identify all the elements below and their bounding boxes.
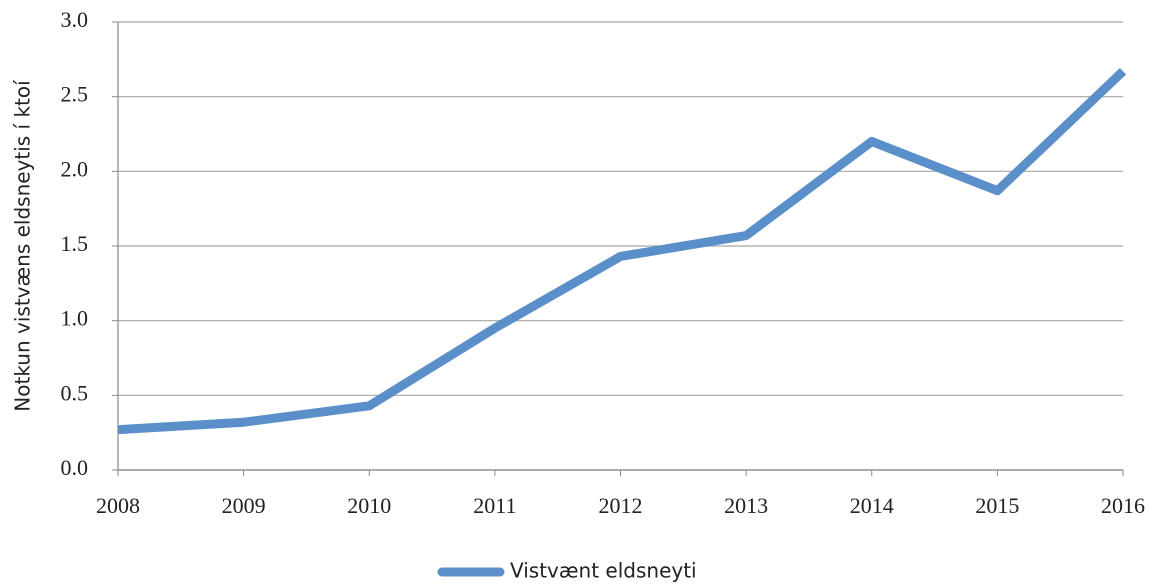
x-tick-label: 2012: [599, 493, 643, 518]
x-tick-label: 2009: [222, 493, 266, 518]
x-tick-label: 2011: [473, 493, 516, 518]
y-tick-label: 0.0: [61, 455, 89, 480]
y-axis-label: Notkun vistvæns eldsneytis í ktoí: [11, 79, 35, 412]
y-tick-label: 1.0: [61, 306, 89, 331]
x-tick-label: 2010: [347, 493, 391, 518]
x-tick-label: 2014: [850, 493, 894, 518]
data-line: [117, 68, 1127, 435]
x-tick-label: 2008: [96, 493, 140, 518]
y-tick-label: 1.5: [61, 231, 89, 256]
x-tick-label: 2016: [1101, 493, 1145, 518]
x-tick-label: 2013: [724, 493, 768, 518]
legend-label: Vistvænt eldsneyti: [510, 559, 697, 583]
y-tick-label: 3.0: [61, 7, 89, 32]
y-tick-label: 2.5: [61, 82, 89, 107]
y-tick-label: 0.5: [61, 380, 89, 405]
y-tick-label: 2.0: [61, 156, 89, 181]
x-tick-label: 2015: [975, 493, 1019, 518]
